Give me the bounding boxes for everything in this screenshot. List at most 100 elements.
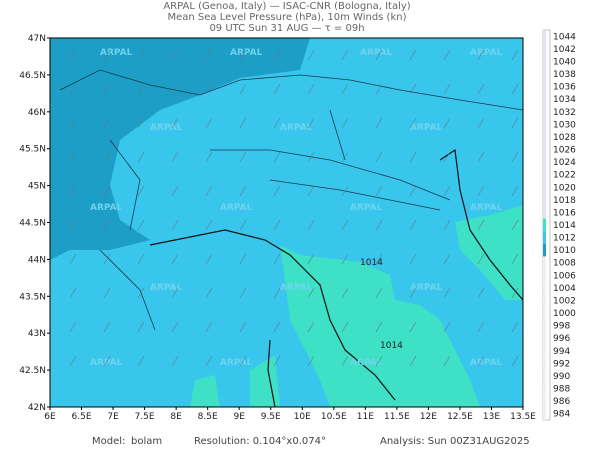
- colorbar-label: 1028: [553, 133, 576, 143]
- colorbar-swatch: [543, 193, 546, 207]
- pressure-region: [455, 205, 523, 300]
- header-line: Mean Sea Level Pressure (hPa), 10m Winds…: [168, 12, 407, 23]
- wind-barb: [171, 253, 179, 265]
- wind-barb: [341, 219, 349, 231]
- watermark: ARPAL: [470, 203, 503, 213]
- watermark: ARPAL: [470, 358, 503, 368]
- lon-tick-label: 8.5E: [198, 412, 218, 422]
- lat-tick-label: 42N: [28, 403, 46, 413]
- colorbar-swatch: [543, 243, 546, 257]
- wind-barb: [409, 151, 417, 163]
- wind-barb: [239, 219, 247, 231]
- wind-barb: [375, 151, 383, 163]
- colorbar-label: 1042: [553, 45, 576, 55]
- wind-barb: [477, 117, 485, 129]
- watermark: ARPAL: [230, 48, 263, 58]
- colorbar-swatch: [543, 118, 546, 131]
- wind-barb: [341, 117, 349, 129]
- wind-barb: [511, 185, 519, 197]
- wind-barb: [273, 253, 281, 265]
- colorbar-label: 1004: [553, 284, 576, 294]
- map-area: 1014 1014: [49, 37, 524, 408]
- colorbar-swatch: [543, 256, 546, 270]
- watermark: ARPAL: [220, 203, 253, 213]
- wind-barb: [409, 117, 417, 129]
- wind-barb: [137, 253, 145, 265]
- wind-barb: [137, 117, 145, 129]
- colorbar-label: 1030: [553, 120, 576, 130]
- wind-barb: [103, 355, 111, 367]
- colorbar-swatch: [543, 306, 546, 320]
- watermark: ARPAL: [470, 48, 503, 58]
- wind-barb: [171, 287, 179, 299]
- wind-barb: [341, 253, 349, 265]
- wind-barb: [69, 321, 77, 333]
- lon-tick-label: 13.5E: [510, 412, 536, 422]
- lon-tick-label: 9E: [233, 412, 245, 422]
- colorbar-swatch: [543, 394, 546, 408]
- wind-barb: [375, 219, 383, 231]
- wind-barb: [205, 321, 213, 333]
- wind-barb: [171, 185, 179, 197]
- colorbar-label: 1018: [553, 196, 576, 206]
- wind-barb: [443, 49, 451, 61]
- wind-barb: [205, 117, 213, 129]
- wind-barb: [409, 185, 417, 197]
- wind-barb: [477, 185, 485, 197]
- wind-barb: [239, 117, 247, 129]
- wind-barb: [341, 151, 349, 163]
- wind-barb: [341, 185, 349, 197]
- colorbar-label: 1036: [553, 83, 576, 93]
- wind-barb: [205, 49, 213, 61]
- wind-barb: [103, 49, 111, 61]
- coastline: [439, 148, 524, 301]
- colorbar-label: 1010: [553, 246, 576, 256]
- wind-barb: [307, 321, 315, 333]
- wind-barb: [341, 355, 349, 367]
- wind-barb: [69, 219, 77, 231]
- colorbar-swatch: [543, 369, 546, 383]
- coastline: [267, 339, 276, 408]
- wind-barb: [171, 117, 179, 129]
- colorbar-label: 1000: [553, 309, 576, 319]
- wind-barb: [69, 253, 77, 265]
- wind-barb: [205, 253, 213, 265]
- watermark: ARPAL: [90, 358, 123, 368]
- colorbar-swatch: [543, 143, 546, 156]
- wind-barb: [477, 321, 485, 333]
- wind-barb: [171, 83, 179, 95]
- colorbar-label: 986: [553, 397, 570, 407]
- watermark: ARPAL: [410, 123, 443, 133]
- colorbar-swatch: [543, 42, 546, 56]
- colorbar-label: 1006: [553, 271, 576, 281]
- colorbar-swatch: [543, 80, 546, 93]
- wind-barb: [375, 117, 383, 129]
- wind-barb: [205, 185, 213, 197]
- wind-barb: [205, 287, 213, 299]
- wind-barb: [273, 151, 281, 163]
- wind-barb: [205, 219, 213, 231]
- wind-barb: [273, 219, 281, 231]
- colorbar-swatch: [543, 407, 546, 420]
- wind-barb: [69, 287, 77, 299]
- watermark: ARPAL: [100, 48, 133, 58]
- wind-barb: [103, 287, 111, 299]
- colorbar-swatch: [543, 130, 546, 144]
- watermark: ARPAL: [150, 283, 183, 293]
- lon-tick-label: 8E: [170, 412, 182, 422]
- colorbar-swatch: [543, 281, 546, 295]
- wind-barb: [239, 83, 247, 95]
- colorbar-swatch: [543, 55, 546, 68]
- lat-tick-label: 44N: [28, 255, 46, 265]
- colorbar-swatch: [543, 331, 546, 345]
- pressure-region: [50, 38, 310, 260]
- footer-value: bolam: [131, 436, 162, 447]
- lon-tick-label: 11.5E: [384, 412, 410, 422]
- wind-barb: [307, 185, 315, 197]
- wind-barb: [69, 151, 77, 163]
- wind-barb: [477, 83, 485, 95]
- wind-barb: [239, 355, 247, 367]
- wind-barb: [511, 83, 519, 95]
- wind-barb: [239, 321, 247, 333]
- lon-tick-label: 13E: [483, 412, 500, 422]
